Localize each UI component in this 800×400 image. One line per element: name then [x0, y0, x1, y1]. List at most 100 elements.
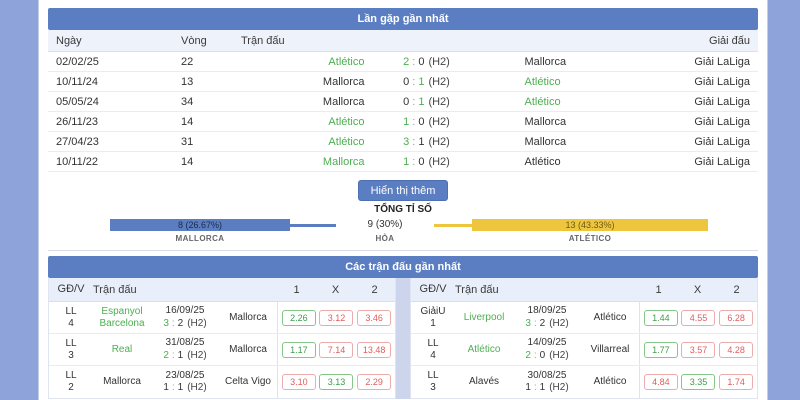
odd-draw: 3.35: [681, 374, 716, 390]
score-suffix: (H2): [428, 135, 450, 148]
away-goals: 1: [177, 382, 184, 393]
match-teams: Mallorca 0:1 (H2) Atlético: [241, 76, 648, 88]
recent-table-left: GĐ/V Trận đấu 1 X 2 LL 4 Espanyol Barcelo…: [48, 278, 396, 399]
home-goals: 2: [403, 55, 410, 68]
comp-round: GiảiU 1: [411, 306, 455, 330]
home-goals: 1: [525, 382, 531, 393]
match-score: 1:0 (H2): [377, 156, 477, 168]
away-goals: 1: [418, 135, 425, 148]
score-colon: :: [171, 349, 175, 361]
match-teams: Atlético 14/09/25 2:0 (H2) Villarreal: [455, 337, 639, 362]
match-league: Giải LaLiga: [694, 115, 750, 128]
odds-cells: 1.77 3.57 4.28: [639, 334, 757, 365]
total-score-label: TỔNG TỈ SỐ: [374, 204, 432, 215]
match-date: 23/08/25: [165, 369, 205, 381]
show-more-button[interactable]: Hiển thị thêm: [357, 180, 449, 201]
odd-home: 1.44: [643, 309, 678, 326]
home-team: Mallorca: [322, 155, 365, 168]
away-team: Mallorca: [524, 115, 567, 128]
summary-left-track: 8 (26.67%): [110, 219, 336, 231]
match-teams: Mallorca 0:1 (H2) Atlético: [241, 96, 648, 108]
col-league: Giải đấu: [709, 34, 750, 47]
mallorca-bar-tail: [290, 223, 336, 227]
content-panel: Lần gặp gần nhất Ngày Vòng Trận đấu Giải…: [38, 0, 768, 400]
match-round: 14: [181, 115, 194, 128]
show-more-wrap: Hiển thị thêm: [48, 180, 758, 201]
away-team: Mallorca: [229, 311, 267, 323]
mallorca-label: MALLORCA: [175, 234, 225, 243]
comp-code: LL: [427, 370, 439, 381]
odd-away: 6.28: [719, 309, 754, 326]
away-goals: 0: [418, 155, 425, 168]
match-teams: Espanyol Barcelona 16/09/25 3:2 (H2) Mallo…: [93, 305, 277, 330]
comp-code: LL: [65, 370, 77, 381]
away-goals: 1: [418, 75, 425, 88]
match-date: 30/08/25: [527, 369, 567, 381]
home-team: Espanyol Barcelona: [99, 306, 145, 329]
atletico-wins-bar: 13 (43.33%): [472, 219, 708, 231]
home-team: Atlético: [328, 135, 365, 148]
col-odds-2: 2: [733, 283, 740, 296]
home-goals: 3: [403, 135, 410, 148]
match-round: 14: [181, 155, 194, 168]
home-team: Real: [111, 343, 133, 355]
away-team: Atlético: [524, 95, 561, 108]
comp-round: LL 4: [49, 306, 93, 330]
score-suffix: (H2): [428, 155, 450, 168]
home-team: Atlético: [328, 115, 365, 128]
h2h-summary-bar: 8 (26.67%) MALLORCA 9 (30%) HÒA 13 (43.3…: [48, 219, 758, 243]
recent-row: LL 3 Real 31/08/25 2:1 (H2) Mallorca 1.17 7…: [49, 334, 395, 366]
odd-draw: 4.55: [681, 309, 716, 326]
odds-header: 1 X 2: [639, 284, 757, 296]
recent-section: Các trận đấu gần nhất GĐ/V Trận đấu 1 X …: [48, 256, 758, 399]
match-teams: Mallorca 1:0 (H2) Atlético: [241, 156, 648, 168]
match-round: 31: [181, 135, 194, 148]
round-number: 4: [68, 317, 74, 329]
match-score: 3:1 (H2): [377, 136, 477, 148]
col-match: Trận đấu: [93, 283, 137, 296]
summary-right-track: 13 (43.33%): [434, 219, 708, 231]
h2h-section: Lần gặp gần nhất Ngày Vòng Trận đấu Giải…: [48, 8, 758, 251]
comp-code: GiảiU: [420, 305, 446, 317]
match-teams: Atlético 3:1 (H2) Mallorca: [241, 136, 648, 148]
match-date: 18/09/25: [527, 305, 567, 316]
home-goals: 3: [163, 317, 169, 329]
away-goals: 0: [418, 115, 425, 128]
col-odds-2: 2: [371, 283, 378, 296]
match-score: 0:1 (H2): [377, 76, 477, 88]
home-team: Mallorca: [322, 75, 365, 88]
col-date: Ngày: [56, 34, 82, 47]
match-date: 02/02/25: [56, 55, 99, 68]
h2h-row: 10/11/24 13 Mallorca 0:1 (H2) Atlético Gi…: [48, 72, 758, 92]
home-goals: 0: [403, 75, 410, 88]
odd-away: 2.29: [357, 374, 392, 390]
odd-home: 1.17: [281, 341, 316, 358]
date-score: 14/09/25 2:0 (H2): [513, 337, 581, 362]
col-gdv: GĐ/V: [419, 282, 447, 295]
score-colon: :: [533, 382, 537, 393]
comp-round: LL 3: [411, 370, 455, 394]
recent-right-header: GĐ/V Trận đấu 1 X 2: [411, 278, 757, 302]
away-team: Mallorca: [524, 135, 567, 148]
home-goals: 2: [163, 349, 169, 361]
col-gdv: GĐ/V: [57, 282, 85, 295]
score-colon: :: [412, 95, 416, 108]
h2h-row: 27/04/23 31 Atlético 3:1 (H2) Mallorca Gi…: [48, 132, 758, 152]
score-suffix: (H2): [428, 55, 450, 68]
away-team: Celta Vigo: [225, 376, 271, 388]
draws-value: 9 (30%): [367, 219, 403, 230]
match-round: 34: [181, 95, 194, 108]
h2h-row: 10/11/22 14 Mallorca 1:0 (H2) Atlético Gi…: [48, 152, 758, 172]
match-teams: Mallorca 23/08/25 1:1 (H2) Celta Vigo: [93, 370, 277, 395]
away-goals: 0: [539, 349, 546, 361]
round-number: 3: [68, 349, 74, 361]
away-goals: 2: [539, 317, 546, 329]
match-teams: Atlético 2:0 (H2) Mallorca: [241, 56, 648, 68]
score-colon: :: [412, 115, 416, 128]
odd-away: 3.46: [357, 309, 392, 326]
away-goals: 1: [539, 382, 546, 393]
home-goals: 2: [525, 349, 531, 361]
summary-atletico: 13 (43.33%) ATLÉTICO: [434, 219, 708, 243]
home-team: Liverpool: [463, 311, 505, 323]
date-score: 18/09/25 3:2 (H2): [513, 305, 581, 330]
